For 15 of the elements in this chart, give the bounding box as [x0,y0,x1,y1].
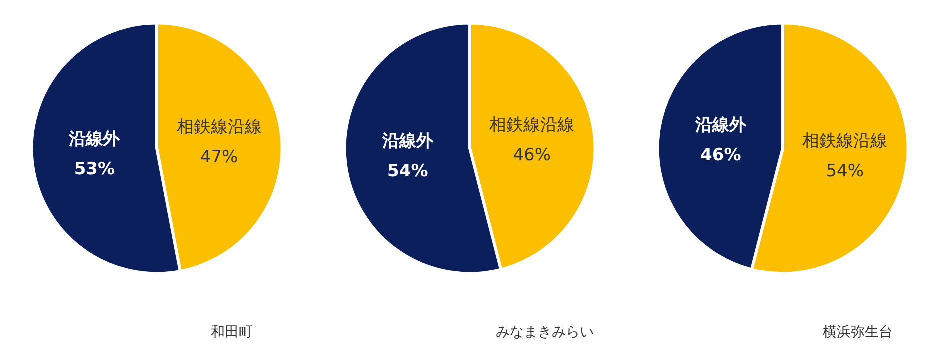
data-label: 53% [74,159,116,180]
slice-label: 相鉄線沿線 [176,118,262,138]
text: 和田町 [211,324,254,340]
slice-label: 沿線外 [68,129,122,150]
slice-label: 沿線外 [694,116,748,136]
slice-label: 沿線外 [381,131,434,152]
text: みなまきみらい [496,324,594,340]
data-label: 46% [513,146,552,166]
data-label: 54% [826,161,864,182]
text: 横浜弥生台 [823,324,894,340]
data-label: 54% [388,161,428,182]
data-label: 47% [200,148,238,168]
slice-label: 相鉄線沿線 [802,131,888,152]
slice-label: 相鉄線沿線 [490,116,575,136]
data-label: 46% [700,146,742,166]
